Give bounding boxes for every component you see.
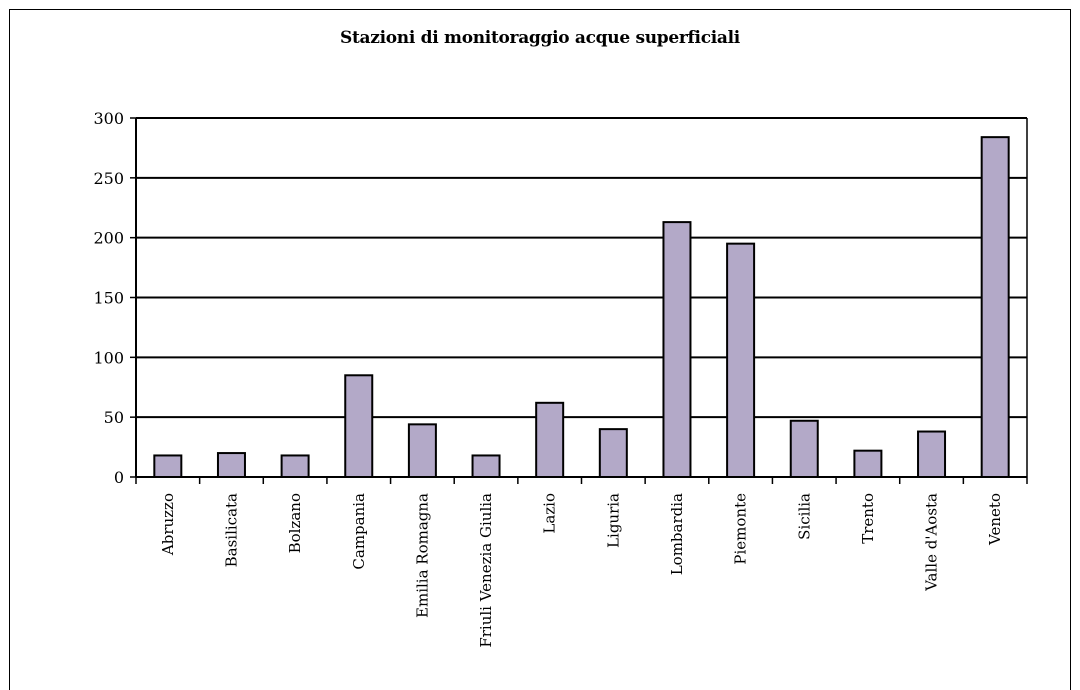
bar-lazio	[535, 401, 565, 479]
x-tick-label: Valle d'Aosta	[923, 493, 941, 592]
x-tick-label: Basilicata	[222, 493, 240, 567]
bar-lombardia	[662, 221, 692, 478]
y-tick-label: 50	[104, 408, 124, 427]
x-tick-label: Lombardia	[668, 493, 686, 575]
bar-basilicata	[216, 452, 246, 479]
bar-trento	[853, 449, 883, 479]
x-tick-label: Piemonte	[732, 493, 750, 565]
y-tick-label: 300	[93, 109, 124, 128]
chart-frame	[9, 9, 1071, 690]
y-tick-label: 0	[114, 468, 124, 487]
y-tick-label: 150	[93, 289, 124, 308]
x-tick-label: Liguria	[604, 493, 622, 548]
x-tick-label: Friuli Venezia Giulia	[477, 493, 495, 648]
y-tick-label: 250	[93, 169, 124, 188]
x-tick-label: Emilia Romagna	[413, 493, 431, 618]
bar-friuli-venezia-giulia	[471, 454, 501, 478]
bar-campania	[344, 374, 374, 478]
y-tick-label: 200	[93, 229, 124, 248]
bar-piemonte	[726, 242, 756, 478]
chart-title: Stazioni di monitoraggio acque superfici…	[340, 28, 740, 48]
bar-bolzano	[280, 454, 310, 478]
bar-emilia-romagna	[407, 423, 437, 479]
x-tick-label: Abruzzo	[159, 493, 177, 556]
bar-veneto	[980, 136, 1010, 478]
y-tick-label: 100	[93, 348, 124, 367]
x-tick-label: Campania	[350, 493, 368, 570]
x-tick-label: Trento	[859, 493, 877, 544]
bar-liguria	[598, 428, 628, 478]
bar-abruzzo	[153, 454, 183, 478]
x-tick-label: Lazio	[541, 493, 559, 534]
x-tick-label: Veneto	[986, 493, 1004, 546]
bar-valle-d-aosta	[917, 430, 947, 479]
x-tick-label: Bolzano	[286, 493, 304, 553]
bar-sicilia	[789, 419, 819, 478]
x-tick-label: Sicilia	[795, 493, 813, 540]
